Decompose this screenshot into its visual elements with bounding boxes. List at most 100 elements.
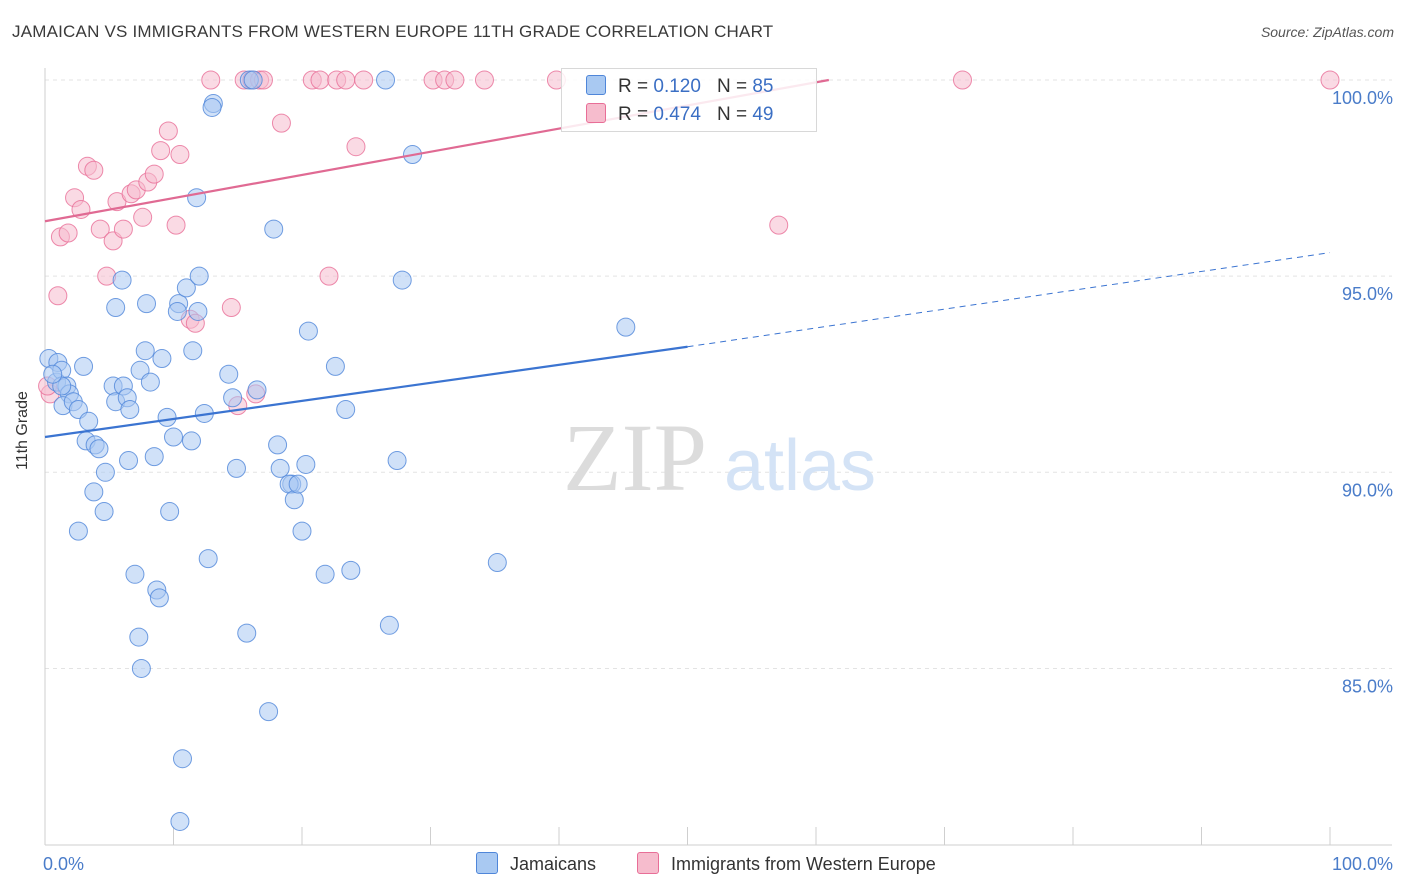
data-point [137, 294, 157, 314]
y-tick-label: 100.0% [1332, 88, 1393, 108]
data-point [189, 266, 209, 286]
bottom-legend-label-western-europe: Immigrants from Western Europe [671, 854, 936, 874]
data-point [166, 215, 186, 235]
data-point [264, 219, 284, 239]
data-point [74, 356, 94, 376]
data-point [187, 188, 207, 208]
data-point [247, 380, 267, 400]
legend-n-value: 49 [752, 104, 774, 125]
data-point [68, 521, 88, 541]
data-point [474, 70, 494, 90]
data-point [181, 431, 201, 451]
y-tick-label: 90.0% [1342, 480, 1393, 500]
data-point [84, 160, 104, 180]
data-point [43, 364, 63, 384]
data-point [315, 564, 335, 584]
data-point [346, 137, 366, 157]
data-point [354, 70, 374, 90]
data-point [112, 270, 132, 290]
bottom-legend-swatch-western-europe [637, 852, 659, 874]
legend-r-label: R = [618, 76, 649, 97]
x-tick-label: 100.0% [1332, 854, 1393, 874]
stats-legend: R = 0.120 N = 85 R = 0.474 N = 49 [561, 68, 817, 132]
legend-r-value: 0.474 [653, 104, 701, 125]
tick-label-layer: 85.0% 90.0% 95.0% 100.0% 0.0% 100.0% [43, 88, 1393, 874]
bottom-legend-western-europe: Immigrants from Western Europe [637, 852, 936, 875]
data-point [392, 270, 412, 290]
data-point [140, 372, 160, 392]
bottom-legend-label-jamaicans: Jamaicans [510, 854, 597, 874]
data-point [219, 364, 239, 384]
data-point [376, 70, 396, 90]
legend-n-label: N = [716, 104, 748, 125]
data-point [201, 70, 221, 90]
data-point [221, 298, 241, 318]
bottom-legend-swatch-jamaicans [476, 852, 498, 874]
data-point [198, 549, 218, 569]
data-point [84, 482, 104, 502]
trend-layer [44, 78, 1331, 439]
data-point [157, 407, 177, 427]
data-point [284, 490, 304, 510]
data-point [152, 349, 172, 369]
data-point [170, 145, 190, 165]
legend-swatch-jamaicans [586, 75, 606, 95]
data-point [125, 564, 145, 584]
data-point [296, 454, 316, 474]
data-point [226, 458, 246, 478]
legend-n-value: 85 [752, 76, 774, 97]
trendline-jamaicans-extension [687, 252, 1331, 348]
axis-layer [44, 68, 1392, 846]
data-point [151, 141, 171, 161]
data-point [58, 223, 78, 243]
data-point [158, 121, 178, 141]
legend-row-jamaicans: R = 0.120 N = 85 [586, 75, 773, 98]
data-point [172, 749, 192, 769]
data-point [188, 301, 208, 321]
data-point [237, 623, 257, 643]
data-point [144, 447, 164, 467]
trendline-jamaicans [44, 345, 688, 439]
y-tick-label: 85.0% [1342, 676, 1393, 696]
legend-r-value: 0.120 [653, 76, 701, 97]
data-point [487, 553, 507, 573]
data-point [131, 658, 151, 678]
data-point [48, 286, 68, 306]
data-point [298, 321, 318, 341]
data-point [325, 356, 345, 376]
data-point [144, 164, 164, 184]
y-tick-label: 95.0% [1342, 284, 1393, 304]
data-point [149, 588, 169, 608]
data-point [292, 521, 312, 541]
data-point [952, 70, 972, 90]
legend-swatch-western-europe [586, 103, 606, 123]
data-point [259, 702, 279, 722]
data-point [336, 70, 356, 90]
legend-n-label: N = [716, 76, 748, 97]
data-point [120, 400, 140, 420]
data-point [106, 298, 126, 318]
bottom-legend-jamaicans: Jamaicans [476, 852, 596, 875]
data-point [1320, 70, 1340, 90]
data-point [95, 462, 115, 482]
data-point [167, 301, 187, 321]
watermark-atlas: atlas [724, 426, 876, 506]
data-point [129, 627, 149, 647]
data-point [176, 278, 196, 298]
data-point [445, 70, 465, 90]
data-point [170, 811, 190, 831]
data-point [223, 388, 243, 408]
data-point [113, 219, 133, 239]
points-layer [38, 70, 1340, 831]
data-point [183, 341, 203, 361]
data-point [319, 266, 339, 286]
data-point [769, 215, 789, 235]
data-point [243, 70, 263, 90]
data-point [89, 439, 109, 459]
data-point [135, 341, 155, 361]
data-point [310, 70, 330, 90]
watermark: ZIP atlas [563, 404, 876, 511]
data-point [379, 615, 399, 635]
data-point [90, 219, 110, 239]
